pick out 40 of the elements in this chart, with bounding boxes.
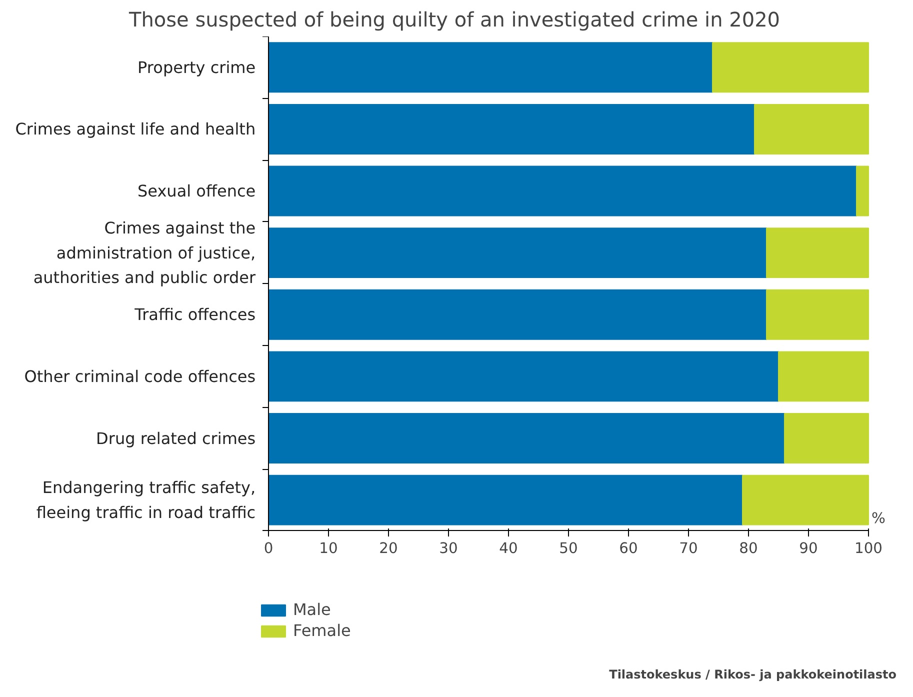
y-tick-label: Drug related crimes: [96, 428, 256, 448]
x-tick-label: 100: [854, 540, 882, 557]
bar: [268, 228, 767, 278]
bar: [268, 166, 857, 216]
chart-title: Those suspected of being quilty of an investigated crime in 2020: [128, 8, 780, 32]
y-tick-label: Crimes against the administration of justice, authorities and public order: [33, 218, 256, 288]
bar: [268, 289, 767, 340]
bar: [268, 104, 755, 154]
x-tick-label: 0: [264, 540, 274, 557]
x-tick-label: 40: [499, 540, 518, 557]
x-tick-label: 80: [739, 540, 758, 557]
bar: [268, 474, 743, 526]
bar: [784, 413, 869, 464]
text: Tilastokeskus / Rikos- ja pakkokeinotilasto: [609, 668, 896, 682]
x-tick-label: 30: [439, 540, 458, 557]
legend-label: Male: [293, 600, 331, 619]
bar: [856, 166, 869, 216]
bar: [778, 351, 869, 402]
y-tick-label: Traffic offences: [134, 305, 256, 324]
y-tick-label: Property crime: [138, 58, 256, 77]
x-tick-label: 20: [379, 540, 398, 557]
bar: [712, 42, 869, 93]
x-tick-label: 70: [679, 540, 698, 557]
x-tick-label: 90: [799, 540, 818, 557]
bar: [766, 228, 869, 278]
bar: [742, 474, 869, 526]
x-tick-label: 50: [559, 540, 578, 557]
x-axis-title: %: [872, 510, 886, 527]
y-tick-label: Endangering traffic safety, fleeing traffic in road traffic: [36, 478, 256, 522]
x-tick-label: 60: [619, 540, 638, 557]
x-tick-label: 10: [319, 540, 338, 557]
bar: [766, 289, 869, 340]
y-tick-label: Crimes against life and health: [15, 120, 256, 139]
legend-label: Female: [293, 621, 351, 640]
bar: [268, 413, 785, 464]
y-tick-label: Sexual offence: [138, 182, 256, 201]
bar: [268, 351, 779, 402]
y-tick-label: Other criminal code offences: [24, 366, 256, 386]
bar: [754, 104, 869, 154]
bar: [268, 42, 713, 93]
